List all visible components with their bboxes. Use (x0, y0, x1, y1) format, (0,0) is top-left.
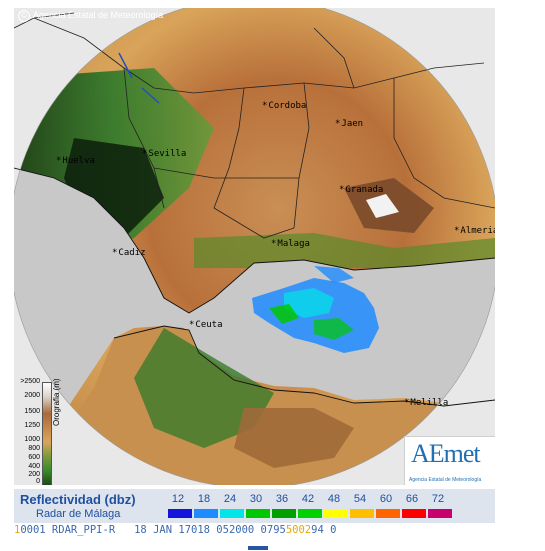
city-marker-icon: * (454, 226, 460, 236)
orography-tick: 600 (28, 454, 40, 461)
status-bar: 10001 RDAR_PPI-R 18 JAN 17018 052000 079… (14, 524, 495, 537)
scroll-indicator[interactable] (248, 546, 268, 550)
city-label-ceuta: *Ceuta (189, 320, 223, 330)
status-tail: 94 0 (311, 524, 337, 536)
city-label-melilla: *Melilla (404, 398, 449, 408)
legend-swatch (194, 509, 218, 518)
legend-swatch (350, 509, 374, 518)
city-label-sevilla: *Sevilla (142, 149, 187, 159)
legend-swatch (428, 509, 452, 518)
legend-title: Reflectividad (dbz) (20, 492, 136, 507)
city-marker-icon: * (112, 248, 118, 258)
legend-swatch (402, 509, 426, 518)
copyright-text: Agencia Estatal de Meteorología (33, 10, 164, 20)
orography-tick: 1500 (24, 408, 40, 415)
legend-swatch (272, 509, 296, 518)
legend-value: 60 (379, 493, 393, 505)
radar-map-image (14, 8, 495, 485)
orography-tick: 800 (28, 445, 40, 452)
orography-scale: >2500 2000 1500 1250 1000 800 600 400 20… (14, 378, 70, 485)
orography-tick: 2000 (24, 392, 40, 399)
legend-value: 72 (431, 493, 445, 505)
aemet-logo-text: AEmet (411, 439, 481, 468)
legend-value: 24 (223, 493, 237, 505)
city-label-granada: *Granada (339, 185, 384, 195)
legend-value: 12 (171, 493, 185, 505)
orography-color-bar (42, 382, 52, 485)
status-text: 0001 RDAR_PPI-R 18 JAN 17018 052000 0795 (20, 524, 286, 536)
copyright-notice: © Agencia Estatal de Meteorología (18, 10, 163, 22)
status-prefix: 1 (14, 524, 21, 536)
city-label-cordoba: *Cordoba (262, 101, 307, 111)
legend-value: 66 (405, 493, 419, 505)
legend-swatch (324, 509, 348, 518)
city-marker-icon: * (339, 185, 345, 195)
copyright-icon: © (18, 10, 30, 22)
legend-swatch (298, 509, 322, 518)
radar-echoes (252, 266, 379, 353)
city-label-cadiz: *Cadiz (112, 248, 146, 258)
city-marker-icon: * (56, 156, 62, 166)
city-marker-icon: * (189, 320, 195, 330)
legend-swatch (220, 509, 244, 518)
orography-tick: 1250 (24, 422, 40, 429)
legend-value: 54 (353, 493, 367, 505)
radar-map: © Agencia Estatal de Meteorología *Cordob… (14, 8, 495, 485)
orography-tick: 200 (28, 471, 40, 478)
orography-tick: >2500 (20, 378, 40, 385)
status-suffix: 5002 (285, 524, 312, 536)
orography-tick: 0 (36, 478, 40, 485)
aemet-logo-subtitle: Agencia Estatal de Meteorología (409, 477, 482, 483)
city-label-huelva: *Huelva (56, 156, 95, 166)
city-marker-icon: * (404, 398, 410, 408)
city-marker-icon: * (142, 149, 148, 159)
legend-swatch (376, 509, 400, 518)
city-marker-icon: * (262, 101, 268, 111)
orography-tick: 400 (28, 463, 40, 470)
city-label-almeria: *Almeria (454, 226, 495, 236)
aemet-logo: AEmet Agencia Estatal de Meteorología (404, 436, 495, 485)
city-label-malaga: *Malaga (271, 239, 310, 249)
reflectivity-legend: Reflectividad (dbz) Radar de Málaga 12 18… (14, 489, 495, 523)
orography-axis-label: Orografia (m) (52, 378, 61, 426)
legend-subtitle: Radar de Málaga (36, 508, 121, 520)
city-label-jaen: *Jaen (335, 119, 364, 129)
city-marker-icon: * (271, 239, 277, 249)
legend-swatch (246, 509, 270, 518)
orography-tick: 1000 (24, 436, 40, 443)
legend-value: 42 (301, 493, 315, 505)
legend-value: 36 (275, 493, 289, 505)
city-marker-icon: * (335, 119, 341, 129)
legend-value: 18 (197, 493, 211, 505)
legend-value: 48 (327, 493, 341, 505)
legend-swatch (168, 509, 192, 518)
legend-value: 30 (249, 493, 263, 505)
